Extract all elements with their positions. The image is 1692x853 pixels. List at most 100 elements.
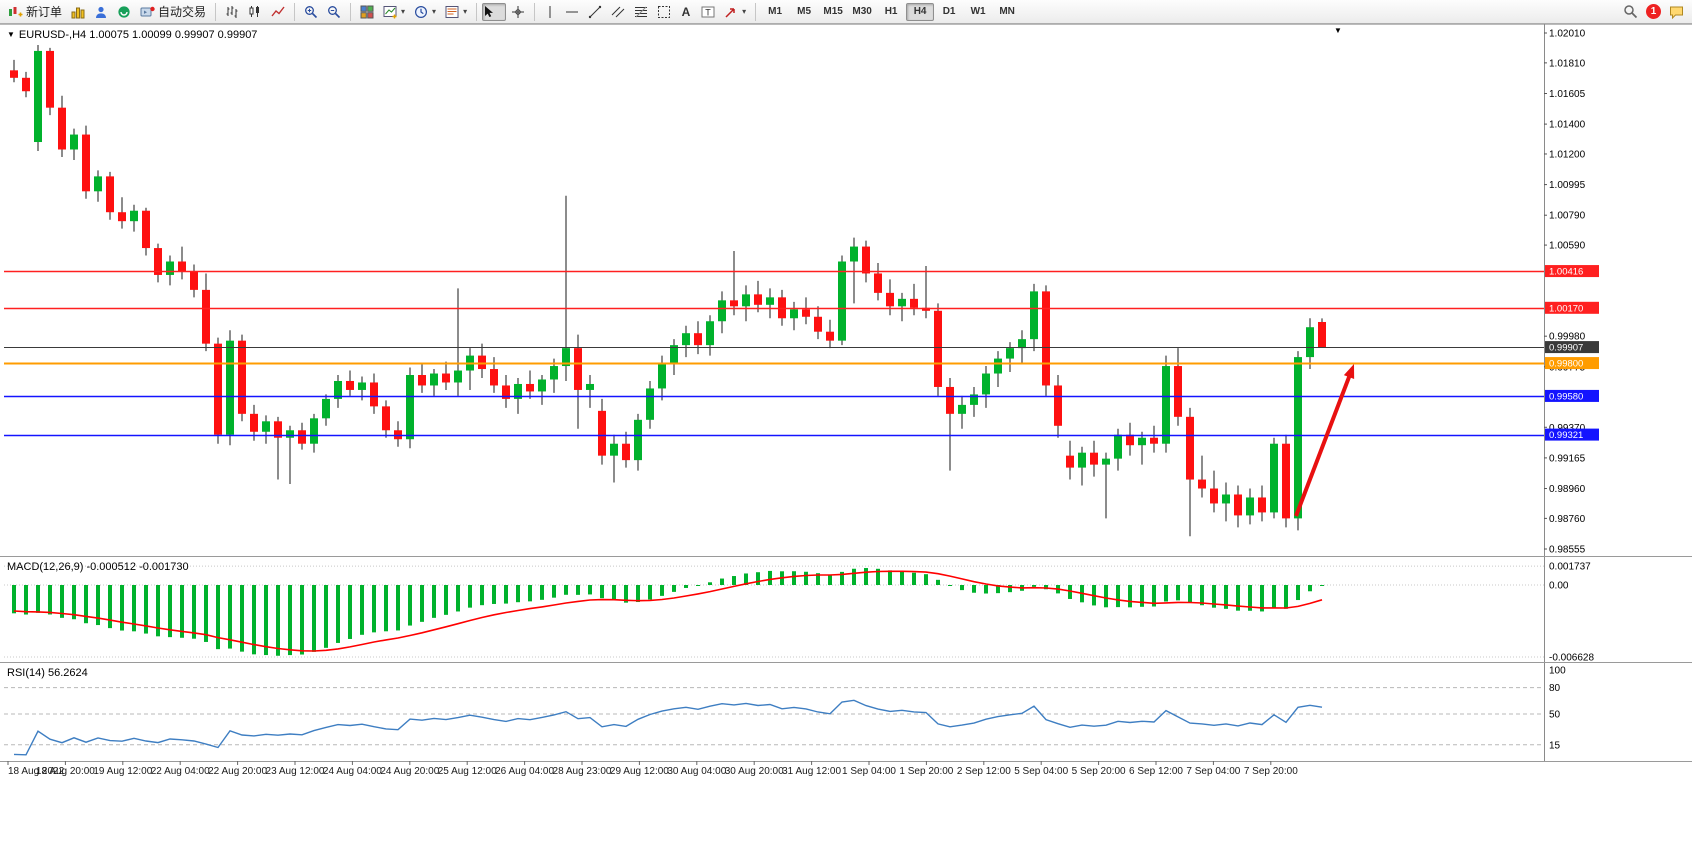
text-button[interactable]: A (676, 2, 696, 22)
svg-text:1.00995: 1.00995 (1549, 180, 1586, 191)
svg-text:30 Aug 04:00: 30 Aug 04:00 (667, 766, 726, 777)
svg-text:1.00170: 1.00170 (1549, 303, 1583, 314)
svg-text:26 Aug 04:00: 26 Aug 04:00 (495, 766, 554, 777)
price-badge-0.99907 (1545, 341, 1599, 354)
horizontal-line-button[interactable] (561, 2, 583, 22)
svg-text:0.99370: 0.99370 (1549, 423, 1586, 434)
toolbar-separator (294, 2, 296, 21)
periods-button[interactable]: ▾ (410, 2, 440, 22)
autotrading-label: 自动交易 (158, 5, 207, 19)
timeframe-m5[interactable]: M5 (790, 3, 818, 21)
templates-button[interactable]: ▾ (441, 2, 471, 22)
svg-text:7 Sep 04:00: 7 Sep 04:00 (1186, 766, 1240, 777)
svg-text:T: T (705, 7, 711, 17)
svg-text:1 Sep 20:00: 1 Sep 20:00 (899, 766, 953, 777)
svg-text:5 Sep 04:00: 5 Sep 04:00 (1014, 766, 1068, 777)
candles-layer[interactable] (10, 44, 1326, 537)
svg-text:0.99165: 0.99165 (1549, 453, 1586, 464)
svg-text:1.01605: 1.01605 (1549, 89, 1586, 100)
macd-indicator-title: MACD(12,26,9) -0.000512 -0.001730 (7, 561, 189, 573)
community-button[interactable] (113, 2, 135, 22)
profile-button[interactable] (90, 2, 112, 22)
tile-windows-icon (360, 5, 374, 19)
search-icon (1623, 4, 1638, 19)
fibonacci-icon (634, 5, 648, 19)
bar-chart-button[interactable] (221, 2, 243, 22)
price-axis[interactable]: 1.02010 1.01810 1.01605 1.01400 1.01200 1.009… (1544, 29, 1599, 752)
profile-icon (94, 5, 108, 19)
chat-button[interactable] (1665, 2, 1688, 22)
timeframe-h4[interactable]: H4 (906, 2, 935, 21)
zoom-in-button[interactable] (300, 2, 322, 22)
timeframe-d1[interactable]: D1 (935, 3, 963, 21)
clock-icon (414, 5, 428, 19)
price-badge-0.99580 (1545, 389, 1599, 402)
zoom-in-icon (304, 5, 318, 19)
chart-menu-icon[interactable]: ▼ (7, 30, 15, 39)
channel-button[interactable] (607, 2, 629, 22)
chart-frame (0, 24, 1692, 762)
new-chart-button[interactable]: ▾ (379, 2, 409, 22)
arrows-button[interactable]: ▾ (720, 2, 750, 22)
shapes-button[interactable] (653, 2, 675, 22)
timeframe-w1[interactable]: W1 (964, 3, 992, 21)
svg-text:25 Aug 12:00: 25 Aug 12:00 (438, 766, 497, 777)
macd-signal-line (13, 570, 1323, 652)
chart-window: ▼ EURUSD-,H4 1.00075 1.00099 0.99907 0.99… (0, 24, 1692, 848)
candle-chart-icon (248, 5, 262, 19)
trendline-button[interactable] (584, 2, 606, 22)
line-chart-button[interactable] (267, 2, 289, 22)
timeframe-m15[interactable]: M15 (819, 3, 847, 21)
chart-canvas[interactable]: 1.02010 1.01810 1.01605 1.01400 1.01200 1.009… (0, 24, 1692, 848)
rsi-line (13, 699, 1323, 756)
right-shift-marker[interactable]: ▼ (1334, 26, 1342, 35)
text-label-icon: T (701, 5, 715, 19)
timeframe-mn[interactable]: MN (993, 3, 1021, 21)
svg-text:29 Aug 12:00: 29 Aug 12:00 (610, 766, 669, 777)
rsi-panel[interactable] (13, 699, 1323, 756)
new-order-button[interactable]: 新订单 (4, 2, 66, 22)
timeframe-m30[interactable]: M30 (848, 3, 876, 21)
svg-text:18 Aug 20:00: 18 Aug 20:00 (36, 766, 95, 777)
macd-panel[interactable] (12, 568, 1324, 656)
autotrading-button[interactable]: 自动交易 (136, 2, 210, 22)
cursor-button[interactable] (482, 2, 507, 21)
svg-text:5 Sep 20:00: 5 Sep 20:00 (1072, 766, 1126, 777)
zoom-out-button[interactable] (323, 2, 345, 22)
vertical-line-button[interactable] (540, 2, 560, 22)
bar-chart-icon (225, 5, 239, 19)
svg-text:A: A (682, 5, 691, 18)
svg-text:0.001737: 0.001737 (1549, 562, 1591, 573)
tile-windows-button[interactable] (356, 2, 378, 22)
svg-text:50: 50 (1549, 710, 1561, 721)
indicator-gridlines (4, 565, 1544, 746)
price-levels (4, 270, 1544, 437)
cursor-icon (483, 5, 495, 18)
dropdown-caret-icon: ▾ (432, 7, 437, 16)
svg-text:1 Sep 04:00: 1 Sep 04:00 (842, 766, 896, 777)
timeframe-m1[interactable]: M1 (761, 3, 789, 21)
svg-text:7 Sep 20:00: 7 Sep 20:00 (1244, 766, 1298, 777)
shapes-icon (657, 5, 671, 19)
timeframe-h1[interactable]: H1 (877, 3, 905, 21)
fibonacci-button[interactable] (630, 2, 652, 22)
line-chart-icon (271, 5, 285, 19)
price-badge-1.00416 (1545, 265, 1599, 278)
template-icon (445, 5, 459, 19)
svg-text:1.00790: 1.00790 (1549, 211, 1586, 222)
arrow-tool-icon (724, 5, 738, 19)
charts-button[interactable] (67, 2, 89, 22)
svg-text:1.02010: 1.02010 (1549, 29, 1586, 40)
text-label-button[interactable]: T (697, 2, 719, 22)
crosshair-button[interactable] (507, 2, 529, 22)
svg-text:2 Sep 12:00: 2 Sep 12:00 (957, 766, 1011, 777)
toolbar-separator (215, 2, 217, 21)
search-button[interactable] (1619, 2, 1642, 22)
crosshair-icon (511, 5, 525, 19)
svg-text:24 Aug 20:00: 24 Aug 20:00 (380, 766, 439, 777)
notification-badge[interactable]: 1 (1646, 4, 1661, 19)
candle-chart-button[interactable] (244, 2, 266, 22)
trend-arrow[interactable] (1294, 364, 1355, 517)
community-icon (117, 5, 131, 19)
